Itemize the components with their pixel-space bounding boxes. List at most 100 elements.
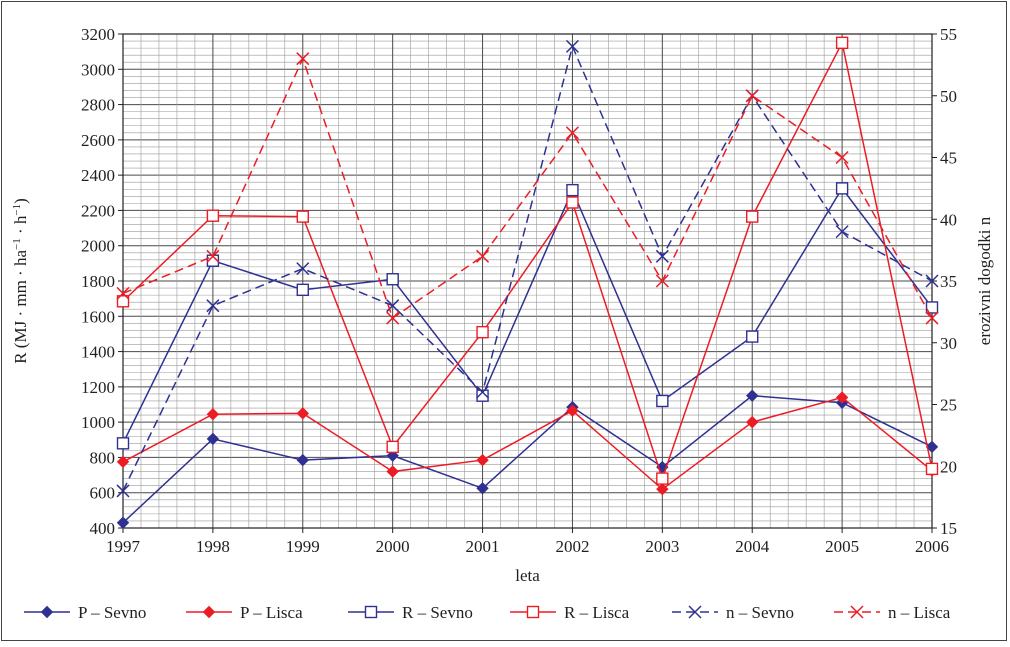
data-point-r-lisca xyxy=(835,36,849,50)
legend-label: n – Lisca xyxy=(888,603,951,622)
data-point-n-lisca xyxy=(476,249,490,263)
marker-stroke xyxy=(835,225,849,239)
x-tick-label: 2006 xyxy=(915,537,949,556)
legend-entry-p-sevno: P – Sevno xyxy=(24,603,146,622)
series-line-r-lisca xyxy=(122,40,933,481)
grid xyxy=(123,34,932,528)
data-point-n-lisca xyxy=(655,274,669,288)
y-tick-label: 1000 xyxy=(81,413,115,432)
x-tick-label: 2001 xyxy=(466,537,500,556)
data-point-n-sevno xyxy=(925,274,939,288)
data-point-p-lisca xyxy=(746,415,759,429)
marker-stroke xyxy=(476,249,490,263)
legend-marker xyxy=(202,605,216,619)
legend-entry-n-sevno: n – Sevno xyxy=(672,603,794,622)
y-tick-label: 800 xyxy=(90,448,116,467)
y-tick-label: 2800 xyxy=(81,96,115,115)
marker-stroke xyxy=(565,39,579,53)
data-point-n-lisca xyxy=(206,249,220,263)
data-point-n-sevno xyxy=(116,484,130,498)
legend-marker xyxy=(688,605,702,619)
series-r-lisca xyxy=(116,36,939,485)
legend-entry-r-sevno: R – Sevno xyxy=(348,603,473,622)
legend-label: P – Lisca xyxy=(240,603,303,622)
data-point-n-lisca xyxy=(835,150,849,165)
series-line-n-sevno xyxy=(122,44,933,492)
marker-stroke xyxy=(116,286,130,300)
marker-stroke xyxy=(206,299,220,313)
series-p-lisca xyxy=(116,391,939,496)
data-point-r-lisca xyxy=(206,209,220,222)
data-point-p-lisca xyxy=(566,404,579,417)
marker-stroke xyxy=(296,52,310,66)
y-tick-label: 2000 xyxy=(81,237,115,256)
data-point-n-lisca xyxy=(565,126,579,140)
data-point-p-lisca xyxy=(116,455,130,469)
legend-marker xyxy=(850,605,864,619)
series-n-lisca xyxy=(116,52,939,325)
y2-tick-label: 35 xyxy=(940,272,957,291)
y-axis-title: R (MJ · mm · ha−1 · h−1) xyxy=(11,198,30,364)
data-point-r-sevno xyxy=(835,182,849,195)
y-tick-label: 1600 xyxy=(81,307,115,326)
y2-tick-label: 55 xyxy=(940,25,957,44)
data-point-p-sevno xyxy=(746,389,759,402)
data-point-p-sevno xyxy=(476,482,489,495)
data-point-r-sevno xyxy=(566,183,579,197)
data-point-r-lisca xyxy=(746,210,759,223)
marker-stroke xyxy=(925,274,939,288)
y2-tick-label: 30 xyxy=(940,334,957,353)
data-point-r-sevno xyxy=(296,283,309,297)
data-point-r-lisca xyxy=(656,472,669,485)
y-tick-label: 3000 xyxy=(81,60,115,79)
marker-stroke xyxy=(655,274,669,288)
series xyxy=(116,36,939,529)
y-tick-label: 3200 xyxy=(81,25,115,44)
marker-stroke xyxy=(745,89,759,103)
y2-axis-title: erozivni dogodki n xyxy=(975,216,994,345)
marker-stroke xyxy=(835,150,849,165)
data-point-p-lisca xyxy=(656,482,669,496)
y2-tick-label: 40 xyxy=(940,210,957,229)
data-point-r-sevno xyxy=(386,273,399,286)
x-tick-label: 2004 xyxy=(735,537,770,556)
axes: 400 600 800 1000 1200 1400 1600 1800 2000 2200 240… xyxy=(81,25,957,556)
legend: P – Sevno P – Lisca R – Sevno R – Lisca n – … xyxy=(24,603,951,622)
data-point-n-sevno xyxy=(476,385,490,399)
series-line-r-sevno xyxy=(122,187,933,444)
marker-stroke xyxy=(386,299,400,313)
y2-tick-label: 25 xyxy=(940,396,957,415)
data-point-n-sevno xyxy=(206,299,220,313)
data-point-p-sevno xyxy=(116,516,130,529)
data-point-n-sevno xyxy=(655,249,669,263)
x-axis-title: leta xyxy=(515,566,540,585)
series-p-sevno xyxy=(116,389,939,529)
marker-stroke xyxy=(296,262,310,276)
series-line-p-sevno xyxy=(122,394,933,524)
data-point-r-lisca xyxy=(386,440,399,454)
data-point-r-lisca xyxy=(925,462,939,476)
data-point-p-lisca xyxy=(206,407,220,421)
y-tick-label: 2400 xyxy=(81,166,115,185)
x-tick-label: 1999 xyxy=(286,537,320,556)
legend-label: n – Sevno xyxy=(726,603,794,622)
y-tick-label: 2600 xyxy=(81,131,115,150)
data-point-r-sevno xyxy=(925,301,939,314)
marker-stroke xyxy=(565,126,579,140)
x-tick-label: 2000 xyxy=(376,537,410,556)
y-tick-label: 600 xyxy=(90,484,116,503)
marker-stroke xyxy=(386,311,400,325)
data-point-p-lisca xyxy=(835,391,849,404)
data-point-p-sevno xyxy=(296,453,309,467)
y-tick-label: 1200 xyxy=(81,378,115,397)
x-tick-label: 1998 xyxy=(196,537,230,556)
legend-entry-n-lisca: n – Lisca xyxy=(834,603,951,622)
marker-stroke xyxy=(688,605,702,619)
legend-label: R – Lisca xyxy=(564,603,630,622)
legend-entry-r-lisca: R – Lisca xyxy=(510,603,630,622)
y2-tick-label: 15 xyxy=(940,519,957,538)
data-point-n-lisca xyxy=(745,89,759,103)
y2-tick-label: 20 xyxy=(940,457,957,476)
x-tick-label: 1997 xyxy=(106,537,141,556)
data-point-p-lisca xyxy=(476,453,489,467)
